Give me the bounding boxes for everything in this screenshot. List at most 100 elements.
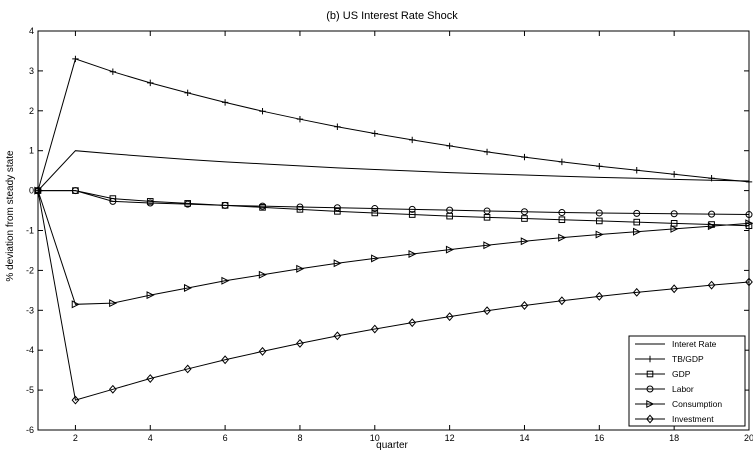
data-point-tb-gdp bbox=[72, 55, 79, 63]
data-point-gdp bbox=[633, 218, 641, 226]
data-point-consumption bbox=[146, 291, 155, 300]
data-point-labor bbox=[520, 208, 528, 216]
data-point-consumption bbox=[483, 241, 492, 250]
x-tick-label: 16 bbox=[594, 433, 604, 443]
y-tick-label: -1 bbox=[26, 226, 34, 236]
data-point-investment bbox=[745, 277, 753, 287]
legend-box bbox=[628, 335, 746, 427]
data-point-gdp bbox=[596, 217, 603, 225]
data-point-investment bbox=[483, 306, 491, 316]
x-tick-label: 4 bbox=[148, 433, 153, 443]
data-point-consumption bbox=[408, 250, 417, 259]
x-tick-label: 10 bbox=[370, 433, 380, 443]
data-point-consumption bbox=[633, 227, 642, 236]
data-point-investment bbox=[34, 186, 42, 196]
series-labor bbox=[34, 187, 753, 219]
data-point-labor bbox=[633, 209, 641, 217]
chart-title: (b) US Interest Rate Shock bbox=[326, 10, 458, 22]
x-tick-label: 18 bbox=[669, 433, 679, 443]
y-tick-label: -5 bbox=[26, 385, 34, 395]
series-investment bbox=[34, 186, 753, 405]
data-point-tb-gdp bbox=[596, 163, 603, 170]
data-point-investment bbox=[71, 395, 80, 405]
data-point-tb-gdp bbox=[745, 178, 753, 186]
data-point-gdp bbox=[408, 211, 416, 218]
y-tick-label: 0 bbox=[29, 186, 34, 196]
x-tick-label: 2 bbox=[73, 433, 78, 443]
data-point-investment bbox=[183, 364, 192, 374]
data-point-investment bbox=[558, 296, 566, 306]
y-tick-label: -4 bbox=[26, 345, 34, 355]
data-point-labor bbox=[221, 201, 229, 209]
series-line-tb-gdp bbox=[37, 58, 750, 191]
data-point-tb-gdp bbox=[109, 68, 117, 75]
legend-marker bbox=[646, 399, 655, 409]
series-line-gdp bbox=[38, 190, 750, 227]
series-interet-rate bbox=[37, 150, 750, 191]
data-point-labor bbox=[708, 210, 716, 218]
data-point-gdp bbox=[521, 215, 528, 222]
x-axis-label: quarter bbox=[376, 440, 408, 451]
data-point-labor bbox=[670, 210, 678, 218]
data-point-consumption bbox=[258, 270, 267, 279]
legend-entry-interet-rate: Interet Rate bbox=[635, 339, 717, 349]
data-point-consumption bbox=[595, 230, 604, 239]
data-point-investment bbox=[445, 312, 454, 322]
data-point-tb-gdp bbox=[334, 123, 341, 130]
legend-entry-gdp: GDP bbox=[635, 369, 691, 379]
data-point-consumption bbox=[333, 259, 342, 268]
data-point-tb-gdp bbox=[259, 107, 266, 115]
data-point-tb-gdp bbox=[670, 171, 678, 178]
data-point-labor bbox=[71, 187, 79, 195]
data-point-gdp bbox=[371, 209, 379, 217]
data-point-labor bbox=[446, 206, 454, 214]
data-point-consumption bbox=[745, 219, 753, 228]
data-point-gdp bbox=[334, 208, 341, 215]
data-point-labor bbox=[259, 202, 267, 210]
y-tick-label: 4 bbox=[29, 26, 34, 36]
data-point-labor bbox=[371, 205, 379, 213]
data-point-tb-gdp bbox=[521, 153, 528, 161]
data-point-consumption bbox=[221, 276, 230, 285]
data-point-tb-gdp bbox=[371, 130, 378, 137]
x-tick-label: 20 bbox=[744, 433, 753, 443]
legend-label: GDP bbox=[672, 369, 691, 379]
data-point-gdp bbox=[558, 216, 566, 224]
y-tick-label: -2 bbox=[26, 265, 34, 275]
data-point-investment bbox=[670, 284, 679, 294]
data-point-consumption bbox=[183, 283, 193, 292]
data-point-investment bbox=[632, 287, 641, 297]
series-tb-gdp bbox=[34, 55, 753, 194]
data-point-consumption bbox=[109, 299, 118, 308]
data-point-labor bbox=[595, 209, 603, 217]
data-point-consumption bbox=[558, 233, 567, 242]
data-point-investment bbox=[296, 338, 304, 348]
data-point-labor bbox=[483, 207, 491, 215]
series-line-labor bbox=[38, 190, 750, 216]
data-point-consumption bbox=[71, 300, 80, 309]
data-point-investment bbox=[258, 346, 267, 356]
data-point-investment bbox=[221, 355, 229, 365]
data-point-investment bbox=[520, 301, 529, 310]
data-point-labor bbox=[109, 197, 117, 205]
legend-label: Consumption bbox=[672, 399, 722, 409]
legend-marker bbox=[646, 385, 654, 393]
data-point-consumption bbox=[296, 264, 305, 273]
legend-entry-labor: Labor bbox=[635, 384, 694, 394]
legend-label: Interet Rate bbox=[672, 339, 717, 349]
data-point-tb-gdp bbox=[296, 115, 304, 123]
data-point-tb-gdp bbox=[633, 167, 640, 174]
legend-label: Investment bbox=[672, 414, 714, 424]
legend-marker bbox=[646, 414, 654, 424]
data-point-investment bbox=[333, 331, 342, 341]
data-point-investment bbox=[370, 324, 379, 334]
data-point-consumption bbox=[445, 245, 454, 254]
legend-label: TB/GDP bbox=[672, 354, 704, 364]
y-tick-label: -3 bbox=[26, 305, 34, 315]
data-point-tb-gdp bbox=[147, 79, 154, 87]
data-point-tb-gdp bbox=[558, 158, 566, 166]
data-point-tb-gdp bbox=[483, 148, 491, 156]
